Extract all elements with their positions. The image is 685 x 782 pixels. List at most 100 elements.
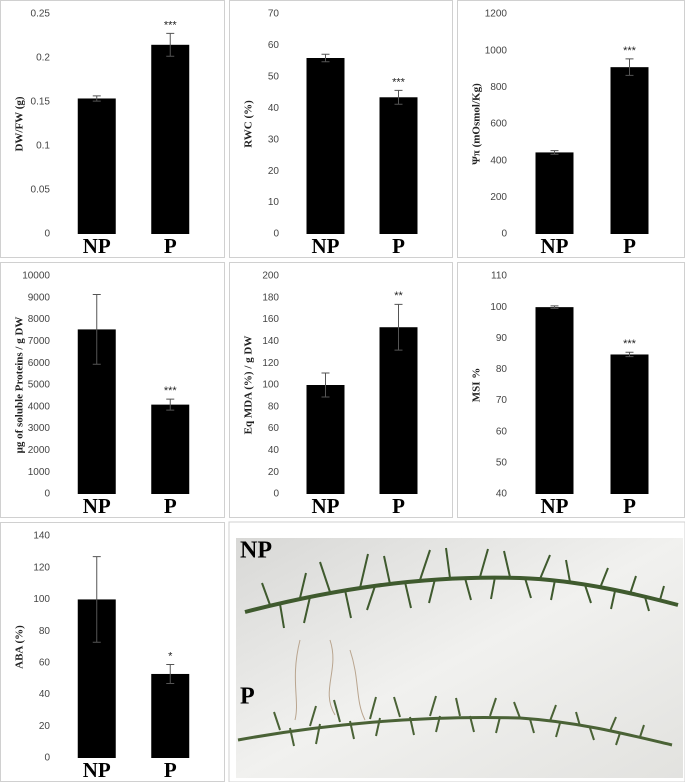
panel-frame xyxy=(229,0,453,258)
error-bar xyxy=(166,398,175,411)
y-tick-label: 20 xyxy=(268,467,280,478)
error-bar xyxy=(92,95,101,102)
significance: *** xyxy=(164,19,178,31)
x-tick-label: P xyxy=(164,758,177,782)
y-tick-label: 0.15 xyxy=(31,97,51,108)
x-tick-label: NP xyxy=(312,234,340,258)
y-tick-label: 100 xyxy=(33,594,50,605)
y-tick-label: 4000 xyxy=(28,401,51,412)
significance: *** xyxy=(623,45,637,57)
chart-panel: 40 50 60 70 80 90 100 110 MSI % NP P *** xyxy=(457,262,685,518)
photo-label: NP xyxy=(240,538,272,564)
x-tick-label: P xyxy=(164,494,177,518)
error-bar xyxy=(550,305,559,309)
bar xyxy=(379,97,418,235)
y-tick-label: 0 xyxy=(44,229,50,240)
y-tick-label: 0.2 xyxy=(36,53,50,64)
y-tick-label: 60 xyxy=(268,40,280,51)
y-tick-label: 1000 xyxy=(485,45,508,56)
photo-panel: NP P xyxy=(228,521,685,782)
y-tick-label: 5000 xyxy=(28,380,51,391)
x-tick-label: P xyxy=(623,234,636,258)
y-tick-label: 10 xyxy=(268,197,280,208)
y-tick-label: 80 xyxy=(39,626,51,637)
bar xyxy=(610,67,649,235)
y-tick-label: 10000 xyxy=(22,271,50,282)
y-tick-label: 60 xyxy=(39,657,51,668)
x-tick-label: P xyxy=(623,494,636,518)
y-tick-label: 120 xyxy=(262,358,279,369)
y-tick-label: 90 xyxy=(496,333,508,344)
y-tick-label: 200 xyxy=(262,271,279,282)
y-tick-label: 6000 xyxy=(28,358,51,369)
bar xyxy=(151,44,190,234)
error-bar xyxy=(92,294,101,365)
y-tick-label: 50 xyxy=(496,457,508,468)
significance: *** xyxy=(392,76,406,88)
y-tick-label: 200 xyxy=(490,192,507,203)
bar xyxy=(306,58,345,234)
y-tick-label: 40 xyxy=(496,489,508,500)
y-tick-label: 8000 xyxy=(28,314,51,325)
error-bar xyxy=(550,150,559,155)
y-tick-label: 80 xyxy=(496,364,508,375)
y-tick-label: 0 xyxy=(44,489,50,500)
x-tick-label: NP xyxy=(312,494,340,518)
bar xyxy=(306,385,345,494)
y-tick-label: 70 xyxy=(268,9,280,20)
y-tick-label: 0 xyxy=(44,753,50,764)
error-bar xyxy=(321,372,330,398)
y-tick-label: 40 xyxy=(268,103,280,114)
y-tick-label: 60 xyxy=(496,426,508,437)
significance: *** xyxy=(164,385,178,397)
y-tick-label: 7000 xyxy=(28,336,51,347)
y-tick-label: 0 xyxy=(273,229,279,240)
error-bar xyxy=(321,53,330,63)
bar xyxy=(610,354,649,494)
bar xyxy=(151,404,190,494)
error-bar xyxy=(166,32,175,57)
chart-panel: 0 20 40 60 80 100 120 140 160 180 200 Eq MDA (%) / … xyxy=(229,262,453,518)
y-tick-label: 180 xyxy=(262,292,279,303)
y-tick-label: 2000 xyxy=(28,445,51,456)
x-tick-label: NP xyxy=(541,494,569,518)
plant-np xyxy=(244,547,679,629)
y-tick-label: 400 xyxy=(490,155,507,166)
error-bar xyxy=(92,556,101,643)
error-bar xyxy=(394,89,403,105)
y-tick-label: 1200 xyxy=(485,9,508,20)
error-bar xyxy=(394,303,403,351)
y-tick-label: 100 xyxy=(490,302,507,313)
bar xyxy=(535,152,574,234)
error-bar xyxy=(625,58,634,76)
y-axis-label: ABA (%) xyxy=(14,625,26,669)
y-axis-label: μg of soluble Proteins / g DW xyxy=(14,317,26,454)
y-tick-label: 20 xyxy=(39,721,51,732)
y-axis-label: MSI % xyxy=(471,368,483,403)
chart-panel: 0 20 40 60 80 100 120 140 ABA (%) NP P * xyxy=(0,522,225,782)
y-tick-label: 110 xyxy=(491,271,507,282)
y-tick-label: 1000 xyxy=(28,467,51,478)
y-tick-label: 50 xyxy=(268,71,280,82)
panel-frame xyxy=(0,262,225,518)
y-tick-label: 0 xyxy=(501,229,507,240)
y-tick-label: 140 xyxy=(262,336,279,347)
y-tick-label: 40 xyxy=(268,445,280,456)
x-tick-label: NP xyxy=(83,494,111,518)
y-tick-label: 9000 xyxy=(28,292,51,303)
x-tick-label: NP xyxy=(83,234,111,258)
y-tick-label: 0 xyxy=(273,489,279,500)
error-bar xyxy=(166,663,175,684)
y-tick-label: 600 xyxy=(490,119,507,130)
x-tick-label: NP xyxy=(83,758,111,782)
bar xyxy=(77,98,116,234)
chart-panel: 0 1000 2000 3000 4000 5000 6000 7000 8000 9000 100… xyxy=(0,262,225,518)
significance: * xyxy=(168,650,173,662)
y-tick-label: 100 xyxy=(262,380,279,391)
y-tick-label: 800 xyxy=(490,82,507,93)
chart-panel: 0 10 20 30 40 50 60 70 RWC (%) NP P *** xyxy=(229,0,453,258)
y-tick-label: 0.25 xyxy=(31,9,51,20)
y-axis-label: RWC (%) xyxy=(243,100,255,148)
y-axis-label: DW/FW (g) xyxy=(14,96,26,151)
